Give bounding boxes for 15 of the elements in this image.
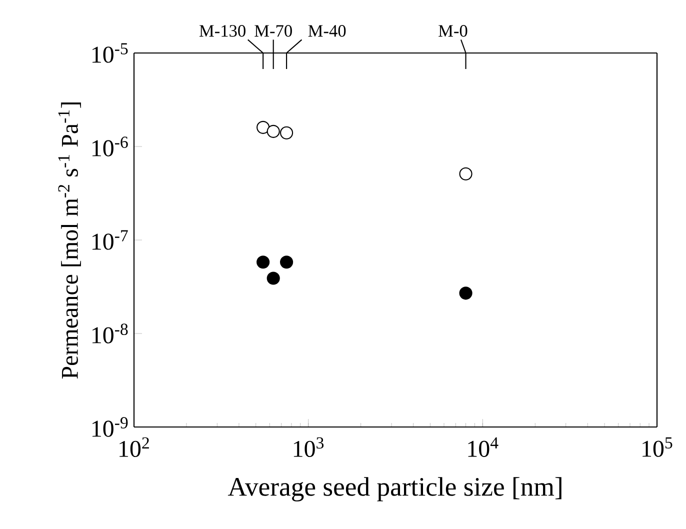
- y-tick-label: 10$^{-6}$: [92, 136, 128, 156]
- y-tick-label: 10$^{-5}$: [92, 43, 128, 63]
- text: M-40: [308, 25, 346, 37]
- y-tick-label: 10$^{-8}$: [92, 324, 128, 344]
- x-tick-label: 10$^{3}$: [294, 437, 324, 458]
- y-tick-label: 10$^{-9}$: [92, 417, 128, 437]
- x-axis-title: Average seed particle size [nm]: [228, 477, 562, 502]
- x-tick-label: 10$^{4}$: [468, 437, 498, 457]
- x-tick-label: 10$^{5}$: [642, 437, 672, 457]
- text: M-0: [438, 25, 468, 37]
- x-tick-label: 10$^{2}$: [120, 437, 149, 458]
- y-axis-title: Permeance [mol m$^{-2}$ s$^{-1}$ Pa$^{-1}$]: [58, 102, 81, 379]
- text: M-70: [254, 25, 292, 37]
- y-tick-label: 10$^{-7}$: [92, 230, 128, 250]
- text: M-130: [199, 25, 246, 37]
